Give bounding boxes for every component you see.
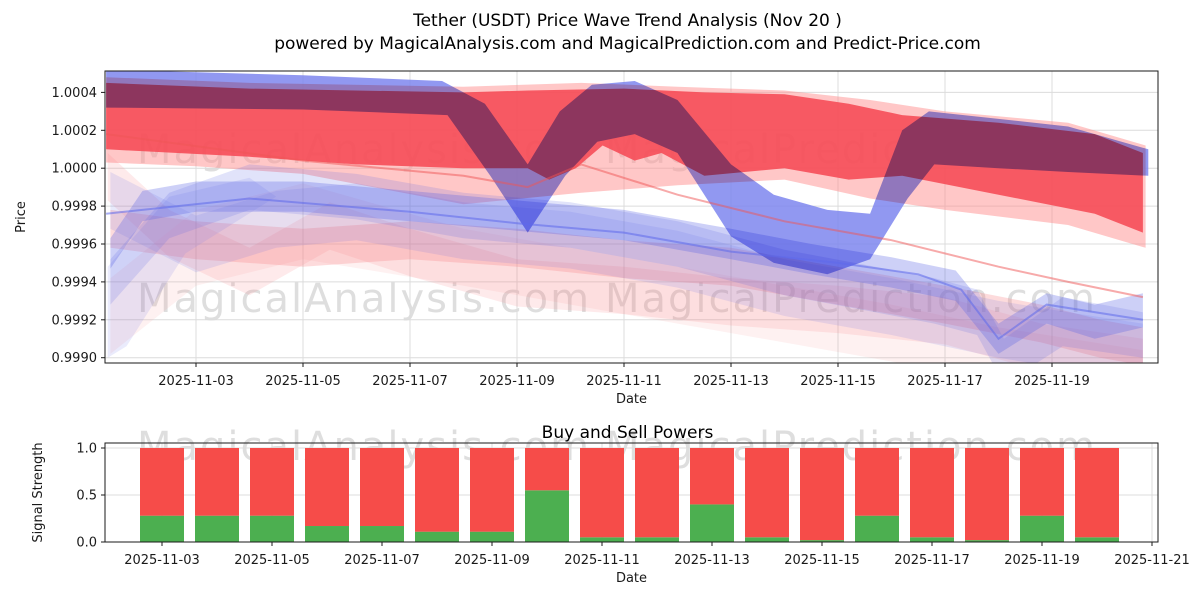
pink-band-cross (107, 153, 1143, 363)
signal-xtick-label: 2025-11-21 (1114, 553, 1190, 568)
signal-chart-title: Buy and Sell Powers (541, 423, 714, 443)
price-xtick-label: 2025-11-05 (265, 374, 341, 389)
buy-bar (525, 490, 569, 542)
sell-bar (965, 448, 1009, 541)
signal-xtick-label: 2025-11-19 (1004, 553, 1080, 568)
blue-band-outer (110, 172, 1143, 363)
price-ytick-label: 0.9990 (52, 351, 98, 366)
buy-bar (635, 537, 679, 542)
signal-xaxis-label: Date (616, 571, 647, 586)
blue-upper-band (106, 71, 1149, 275)
price-plot-border (104, 70, 1159, 364)
signal-bars (140, 448, 1119, 543)
signal-plot-border (104, 442, 1159, 543)
signal-xtick-label: 2025-11-17 (894, 553, 970, 568)
buy-bar (195, 515, 239, 542)
signal-yaxis-label: Signal Strength (31, 442, 46, 542)
signal-xtick-label: 2025-11-15 (784, 553, 860, 568)
signal-ytick-label: 0.5 (76, 489, 97, 504)
price-ytick-label: 0.9994 (52, 275, 98, 290)
price-xtick-label: 2025-11-15 (800, 374, 876, 389)
sell-bar (140, 448, 184, 516)
buy-bar (305, 526, 349, 543)
price-ytick-label: 0.9998 (52, 200, 98, 215)
buy-bar (415, 531, 459, 542)
signal-xtick-label: 2025-11-07 (344, 553, 420, 568)
blue-band-fan (107, 177, 277, 358)
pink-band-outer (110, 183, 1143, 363)
price-xtick-label: 2025-11-09 (479, 374, 555, 389)
price-ytick-label: 0.9992 (52, 313, 98, 328)
sell-bar (360, 448, 404, 526)
buy-bar (745, 537, 789, 542)
buy-bar (360, 526, 404, 543)
figure-subtitle: powered by MagicalAnalysis.com and Magic… (274, 34, 981, 54)
signal-xtick-label: 2025-11-03 (124, 553, 200, 568)
sell-bar (745, 448, 789, 538)
price-ytick-label: 1.0004 (52, 86, 98, 101)
buy-bar (140, 515, 184, 542)
sell-bar (1020, 448, 1064, 516)
signal-xtick-label: 2025-11-11 (564, 553, 640, 568)
red-band (106, 82, 1143, 233)
buy-bar (1075, 537, 1119, 542)
watermark-text: MagicalPrediction.com (605, 424, 1097, 470)
price-xtick-label: 2025-11-19 (1014, 374, 1090, 389)
signal-xtick-label: 2025-11-09 (454, 553, 530, 568)
blue-band-main (110, 181, 1143, 354)
sell-bar (415, 448, 459, 532)
sell-bar (800, 448, 844, 541)
signal-xtick-label: 2025-11-05 (234, 553, 310, 568)
blue-trace (105, 197, 1144, 341)
price-ytick-label: 1.0002 (52, 124, 98, 139)
buy-sell-powers-chart: 0.0 0.5 1.0 2025-11-03 2025-11-05 2025-11-07 2… (31, 442, 1190, 587)
watermark-text: MagicalAnalysis.com (137, 276, 591, 322)
price-xtick-label: 2025-11-07 (372, 374, 448, 389)
buy-bar (800, 540, 844, 543)
sell-bar (635, 448, 679, 538)
sell-bar (855, 448, 899, 516)
buy-bar (965, 540, 1009, 543)
buy-bar (690, 504, 734, 542)
blue-band-mid (110, 164, 1143, 363)
red-trace (105, 133, 1144, 299)
figure-title: Tether (USDT) Price Wave Trend Analysis … (413, 11, 842, 31)
buy-bar (910, 537, 954, 542)
price-ytick-label: 1.0000 (52, 162, 98, 177)
buy-bar (580, 537, 624, 542)
watermark-text: MagicalPrediction.com (605, 276, 1097, 322)
price-xaxis-label: Date (616, 392, 647, 407)
sell-bar (690, 448, 734, 505)
signal-ytick-label: 0.0 (76, 536, 97, 551)
sell-bar (525, 448, 569, 491)
sell-bar (1075, 448, 1119, 538)
price-xtick-label: 2025-11-17 (907, 374, 983, 389)
buy-bar (470, 531, 514, 542)
pink-band-main (110, 209, 1143, 363)
price-xtick-label: 2025-11-03 (158, 374, 234, 389)
price-wave-chart: 1.0004 1.0002 1.0000 0.9998 0.9996 0.9994 0.99… (14, 70, 1159, 407)
buy-bar (1020, 515, 1064, 542)
buy-bar (250, 515, 294, 542)
sell-bar (195, 448, 239, 516)
price-xtick-label: 2025-11-11 (586, 374, 662, 389)
price-ytick-label: 0.9996 (52, 238, 98, 253)
sell-bar (470, 448, 514, 532)
sell-bar (910, 448, 954, 538)
price-yaxis-label: Price (14, 201, 29, 233)
buy-bar (855, 515, 899, 542)
signal-xtick-label: 2025-11-13 (674, 553, 750, 568)
price-xtick-label: 2025-11-13 (693, 374, 769, 389)
sell-bar (305, 448, 349, 526)
sell-bar (250, 448, 294, 516)
sell-bar (580, 448, 624, 538)
signal-ytick-label: 1.0 (76, 442, 97, 457)
price-bands (105, 71, 1149, 363)
